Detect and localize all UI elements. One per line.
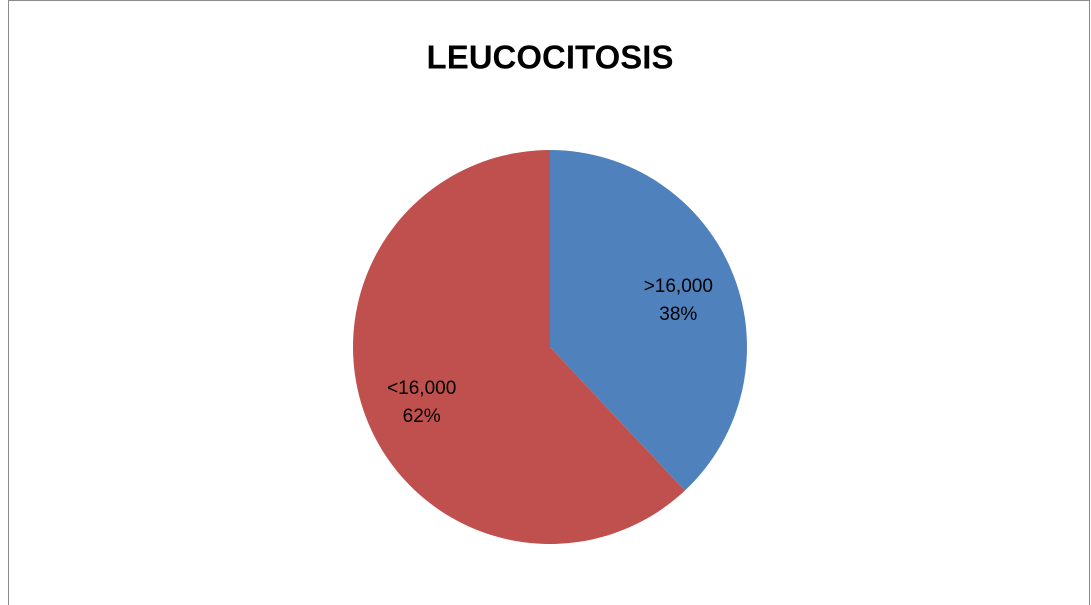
- slice-category-label: >16,000: [644, 276, 713, 297]
- slice-value-label: 38%: [659, 304, 697, 325]
- pie-slice: [550, 150, 747, 491]
- pie-slice: [352, 150, 685, 544]
- chart-title: LEUCOCITOSIS: [427, 39, 674, 76]
- slice-value-label: 62%: [403, 406, 441, 427]
- slice-category-label: <16,000: [387, 378, 456, 399]
